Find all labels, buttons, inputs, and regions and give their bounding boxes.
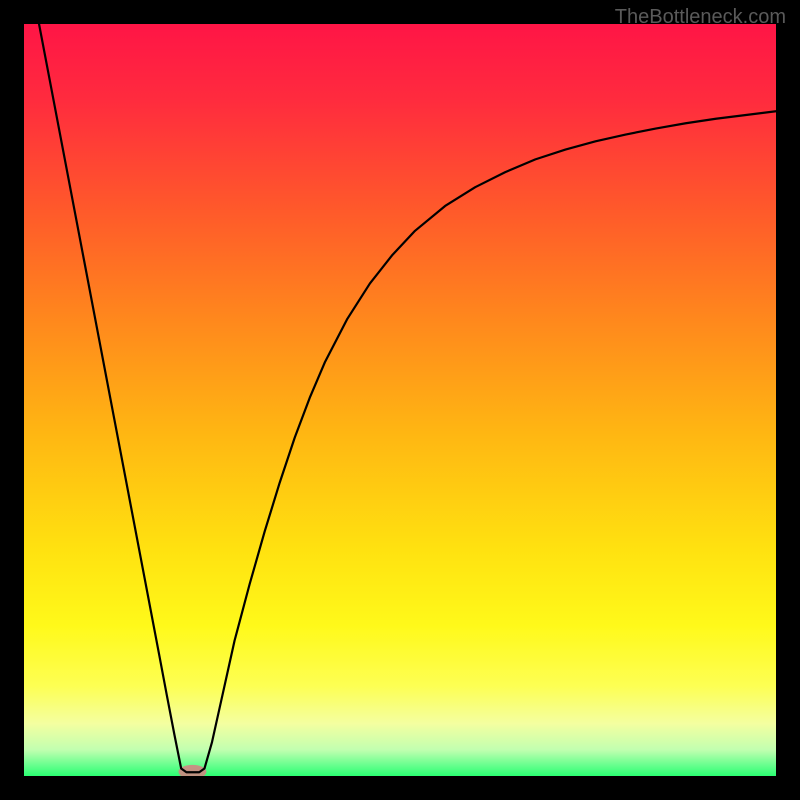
bottleneck-chart bbox=[0, 0, 800, 800]
chart-background bbox=[24, 24, 776, 776]
chart-root: TheBottleneck.com bbox=[0, 0, 800, 800]
watermark-text: TheBottleneck.com bbox=[615, 6, 786, 29]
